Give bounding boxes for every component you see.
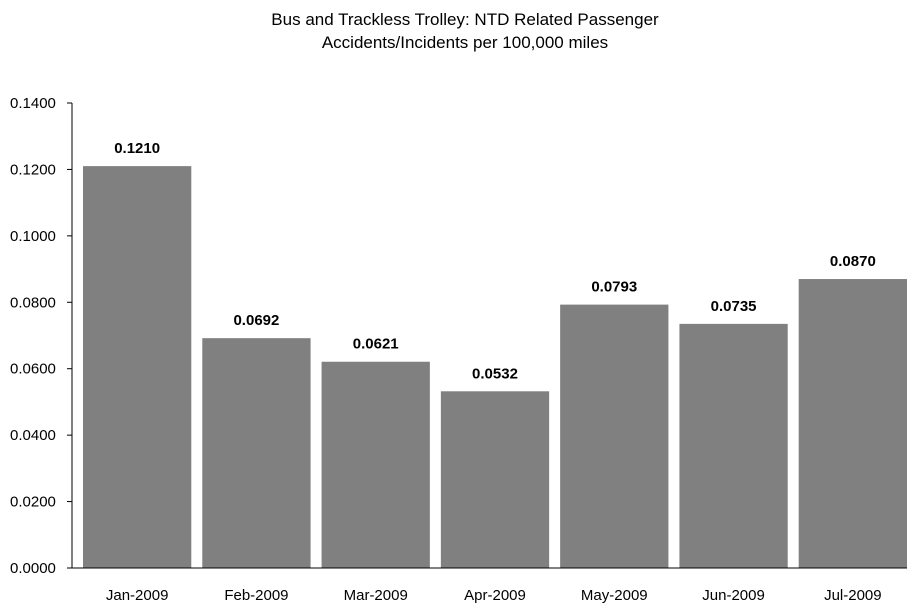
bar-value-label: 0.0735 — [711, 298, 757, 315]
y-tick-label: 0.1400 — [10, 95, 56, 112]
x-tick-label: Mar-2009 — [344, 587, 408, 604]
y-tick-label: 0.0200 — [10, 494, 56, 511]
y-tick-label: 0.1200 — [10, 161, 56, 178]
x-tick-label: Apr-2009 — [464, 587, 526, 604]
y-axis: 0.0000 0.0200 0.0400 0.0600 0.0800 0.1000 0.12… — [10, 95, 73, 577]
x-axis: Jan-2009 Feb-2009 Mar-2009 Apr-2009 May-2009… — [72, 567, 907, 604]
x-tick-label: Jul-2009 — [824, 587, 882, 604]
y-tick-label: 0.0000 — [10, 560, 56, 577]
bar-value-label: 0.0692 — [233, 312, 279, 329]
bar — [440, 391, 550, 568]
y-tick-label: 0.0600 — [10, 361, 56, 378]
bars — [83, 166, 907, 568]
chart-title-block: Bus and Trackless Trolley: NTD Related P… — [0, 8, 907, 54]
bar-value-label: 0.0793 — [591, 279, 637, 296]
x-tick-label: May-2009 — [581, 587, 648, 604]
x-tick-label: Feb-2009 — [224, 587, 288, 604]
bar-value-label: 0.1210 — [114, 140, 160, 157]
y-tick-label: 0.0400 — [10, 427, 56, 444]
bar — [321, 361, 430, 568]
y-tick-label: 0.1000 — [10, 228, 56, 245]
bar — [679, 323, 788, 568]
chart-title: Bus and Trackless Trolley: NTD Related P… — [271, 10, 659, 29]
bar-value-label: 0.0870 — [830, 253, 876, 270]
bar — [202, 338, 311, 568]
bar-value-label: 0.0532 — [472, 365, 518, 382]
bar-value-label: 0.0621 — [353, 336, 399, 353]
y-tick-label: 0.0800 — [10, 294, 56, 311]
bar — [560, 304, 669, 568]
x-tick-label: Jun-2009 — [702, 587, 765, 604]
x-tick-label: Jan-2009 — [106, 587, 169, 604]
bar — [83, 166, 192, 568]
chart-subtitle: Accidents/Incidents per 100,000 miles — [321, 33, 609, 52]
data-labels: 0.1210 0.0692 0.0621 0.0532 0.0793 0.0735 0.08… — [114, 140, 876, 382]
bar — [798, 279, 907, 568]
